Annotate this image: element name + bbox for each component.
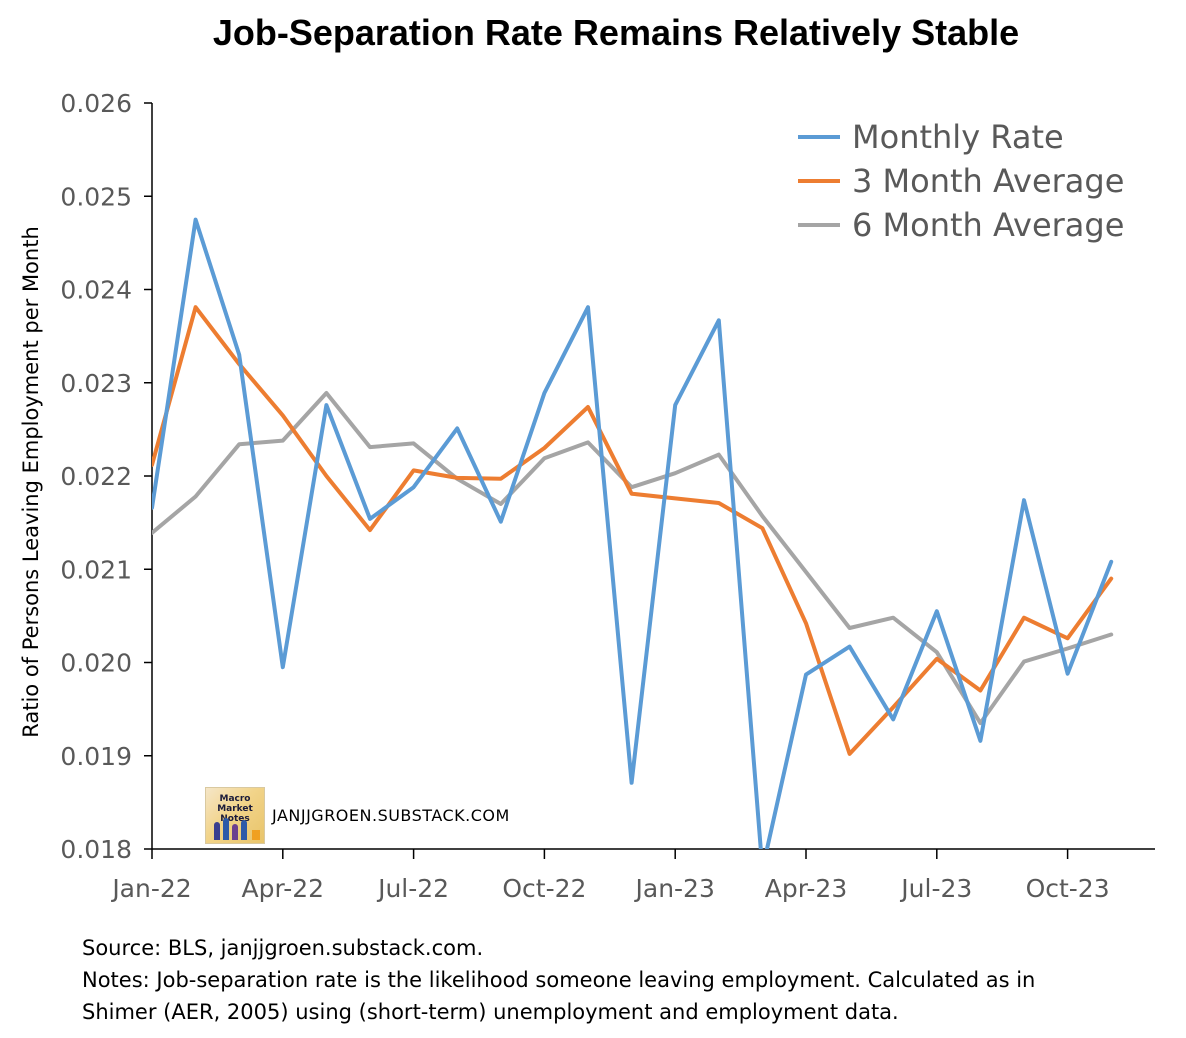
source-line: Source: BLS, janjjgroen.substack.com.	[82, 936, 484, 960]
y-tick-label: 0.024	[60, 276, 132, 305]
watermark-logo: Macro Market Notes	[205, 787, 265, 844]
legend-label: Monthly Rate	[852, 118, 1064, 156]
series-line-3-month-average	[152, 305, 1114, 756]
series-lines	[152, 217, 1114, 849]
y-tick-label: 0.022	[60, 462, 132, 491]
x-tick-label: Apr-22	[242, 874, 324, 903]
y-tick-label: 0.019	[60, 742, 132, 771]
chart-notes: Source: BLS, janjjgroen.substack.com. No…	[82, 932, 1172, 1028]
series-line-6-month-average	[152, 391, 1114, 726]
y-tick-label: 0.018	[60, 835, 132, 864]
y-tick-labels: 0.026 0.025 0.024 0.023 0.022 0.021 0.020 0.019…	[60, 89, 132, 864]
y-tick-label: 0.026	[60, 89, 132, 118]
watermark-text: JANJJGROEN.SUBSTACK.COM	[272, 806, 510, 825]
notes-line-1: Notes: Job-separation rate is the likeli…	[82, 968, 1036, 992]
line-chart: 0.026 0.025 0.024 0.023 0.022 0.021 0.020 0.019…	[19, 89, 1155, 903]
legend: Monthly Rate 3 Month Average 6 Month Avera…	[798, 118, 1124, 244]
x-tick-label: Jul-23	[899, 874, 972, 903]
x-tick-label: Apr-23	[765, 874, 847, 903]
chart-axes	[144, 102, 1155, 859]
watermark-logo-text: Macro Market Notes	[217, 794, 253, 824]
legend-label: 6 Month Average	[852, 206, 1124, 244]
x-tick-label: Oct-22	[502, 874, 586, 903]
series-line-monthly-rate	[152, 217, 1114, 849]
chart-title: Job-Separation Rate Remains Relatively S…	[212, 12, 1020, 53]
x-tick-labels: Jan-22 Apr-22 Jul-22 Oct-22 Jan-23 Apr-23 Jul-…	[110, 874, 1109, 903]
y-tick-label: 0.023	[60, 369, 132, 398]
y-axis-label: Ratio of Persons Leaving Employment per …	[19, 226, 43, 738]
x-tick-label: Oct-23	[1026, 874, 1110, 903]
notes-line-2: Shimer (AER, 2005) using (short-term) un…	[82, 1000, 899, 1024]
x-tick-label: Jan-22	[110, 874, 191, 903]
x-tick-label: Jan-23	[634, 874, 715, 903]
y-tick-label: 0.021	[60, 555, 132, 584]
y-tick-label: 0.025	[60, 182, 132, 211]
x-tick-label: Jul-22	[376, 874, 449, 903]
legend-label: 3 Month Average	[852, 162, 1124, 200]
y-tick-label: 0.020	[60, 649, 132, 678]
